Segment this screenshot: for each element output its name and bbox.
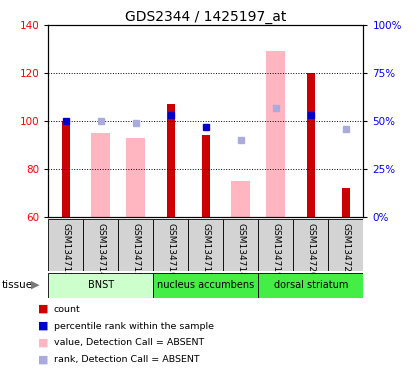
Bar	[328, 219, 363, 271]
Text: percentile rank within the sample: percentile rank within the sample	[54, 321, 214, 331]
Text: ■: ■	[38, 338, 48, 348]
Bar	[202, 136, 210, 217]
Text: ■: ■	[38, 355, 48, 365]
Text: rank, Detection Call = ABSENT: rank, Detection Call = ABSENT	[54, 355, 199, 364]
Text: ▶: ▶	[31, 280, 39, 290]
Bar	[188, 219, 223, 271]
Text: ■: ■	[38, 304, 48, 314]
Text: GSM134716: GSM134716	[166, 223, 175, 278]
Text: GSM134720: GSM134720	[306, 223, 315, 278]
Bar	[118, 219, 153, 271]
Text: dorsal striatum: dorsal striatum	[273, 280, 348, 290]
Text: GSM134717: GSM134717	[201, 223, 210, 278]
Bar	[266, 51, 286, 217]
Bar	[167, 104, 175, 217]
Bar	[231, 181, 250, 217]
Text: GSM134719: GSM134719	[271, 223, 280, 278]
Text: GSM134721: GSM134721	[341, 223, 350, 278]
Bar	[153, 219, 188, 271]
Bar	[126, 138, 145, 217]
Text: tissue: tissue	[2, 280, 33, 290]
Text: count: count	[54, 305, 81, 314]
Text: GSM134718: GSM134718	[236, 223, 245, 278]
Text: GDS2344 / 1425197_at: GDS2344 / 1425197_at	[125, 10, 286, 23]
Bar	[48, 219, 83, 271]
Text: value, Detection Call = ABSENT: value, Detection Call = ABSENT	[54, 338, 204, 348]
Bar	[258, 219, 293, 271]
Bar	[91, 133, 110, 217]
Text: GSM134714: GSM134714	[96, 223, 105, 278]
Bar	[307, 73, 315, 217]
Text: ■: ■	[38, 321, 48, 331]
Bar	[48, 273, 153, 298]
Text: GSM134713: GSM134713	[61, 223, 70, 278]
Bar	[342, 188, 350, 217]
Text: GSM134715: GSM134715	[131, 223, 140, 278]
Bar	[62, 121, 70, 217]
Text: BNST: BNST	[88, 280, 114, 290]
Text: nucleus accumbens: nucleus accumbens	[157, 280, 255, 290]
Bar	[153, 273, 258, 298]
Bar	[223, 219, 258, 271]
Bar	[83, 219, 118, 271]
Bar	[258, 273, 363, 298]
Bar	[293, 219, 328, 271]
